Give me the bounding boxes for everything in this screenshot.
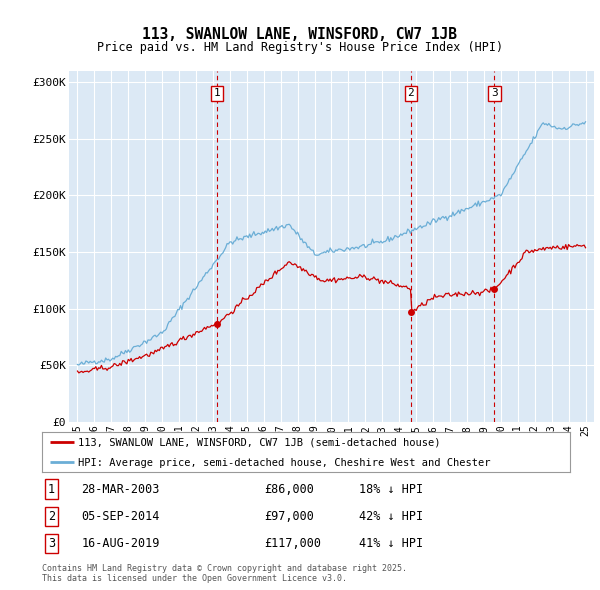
Text: 28-MAR-2003: 28-MAR-2003	[82, 483, 160, 496]
Text: 113, SWANLOW LANE, WINSFORD, CW7 1JB (semi-detached house): 113, SWANLOW LANE, WINSFORD, CW7 1JB (se…	[78, 438, 440, 448]
Text: Price paid vs. HM Land Registry's House Price Index (HPI): Price paid vs. HM Land Registry's House …	[97, 41, 503, 54]
Text: £86,000: £86,000	[264, 483, 314, 496]
Text: HPI: Average price, semi-detached house, Cheshire West and Chester: HPI: Average price, semi-detached house,…	[78, 458, 490, 468]
Text: 1: 1	[48, 483, 55, 496]
Text: £117,000: £117,000	[264, 537, 321, 550]
Text: 3: 3	[48, 537, 55, 550]
Text: 2: 2	[407, 88, 414, 99]
Text: 05-SEP-2014: 05-SEP-2014	[82, 510, 160, 523]
Text: 113, SWANLOW LANE, WINSFORD, CW7 1JB: 113, SWANLOW LANE, WINSFORD, CW7 1JB	[143, 27, 458, 42]
Text: 41% ↓ HPI: 41% ↓ HPI	[359, 537, 423, 550]
Text: Contains HM Land Registry data © Crown copyright and database right 2025.
This d: Contains HM Land Registry data © Crown c…	[42, 564, 407, 583]
Text: 16-AUG-2019: 16-AUG-2019	[82, 537, 160, 550]
Text: £97,000: £97,000	[264, 510, 314, 523]
Text: 2: 2	[48, 510, 55, 523]
Text: 3: 3	[491, 88, 498, 99]
Text: 18% ↓ HPI: 18% ↓ HPI	[359, 483, 423, 496]
Text: 1: 1	[214, 88, 220, 99]
Text: 42% ↓ HPI: 42% ↓ HPI	[359, 510, 423, 523]
